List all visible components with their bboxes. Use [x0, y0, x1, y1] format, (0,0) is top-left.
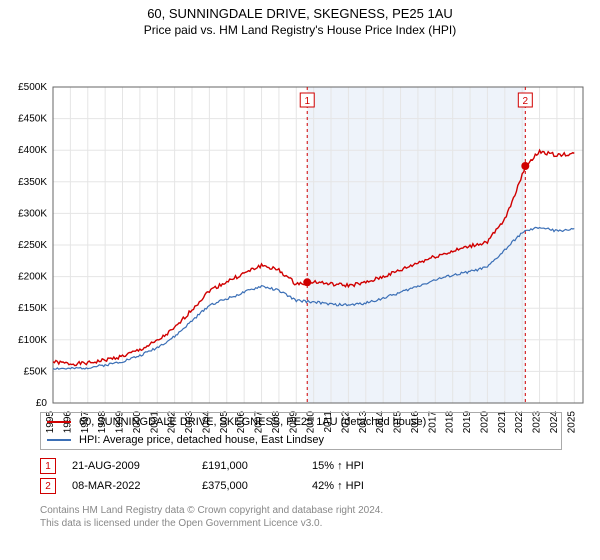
svg-text:£0: £0: [36, 398, 48, 409]
sale-price: £191,000: [202, 460, 312, 472]
price-chart: £0 £50K £100K £150K £200K £250K £300K £350K £400…: [0, 41, 600, 451]
footer-line: This data is licensed under the Open Gov…: [40, 517, 560, 530]
sale-date: 08-MAR-2022: [72, 480, 202, 492]
sales-table: 1 21-AUG-2009£191,00015% ↑ HPI 2 08-MAR-202…: [40, 456, 560, 496]
svg-text:£150K: £150K: [18, 303, 47, 314]
sale-row: 1 21-AUG-2009£191,00015% ↑ HPI: [40, 456, 560, 476]
footer-attribution: Contains HM Land Registry data © Crown c…: [40, 504, 560, 530]
svg-text:£300K: £300K: [18, 208, 47, 219]
legend-swatch: [47, 439, 71, 441]
svg-text:1: 1: [304, 96, 310, 107]
svg-text:£200K: £200K: [18, 272, 47, 283]
sale-marker-icon: 2: [40, 478, 56, 494]
svg-text:£450K: £450K: [18, 114, 47, 125]
svg-text:£100K: £100K: [18, 335, 47, 346]
sale-price: £375,000: [202, 480, 312, 492]
legend-swatch: [47, 421, 71, 423]
svg-text:2025: 2025: [566, 411, 577, 434]
sale-pct: 15% ↑ HPI: [312, 460, 442, 472]
legend-label: HPI: Average price, detached house, East…: [79, 434, 324, 446]
legend-item: HPI: Average price, detached house, East…: [41, 431, 561, 449]
footer-line: Contains HM Land Registry data © Crown c…: [40, 504, 560, 517]
sale-row: 2 08-MAR-2022£375,00042% ↑ HPI: [40, 476, 560, 496]
sale-marker-icon: 1: [40, 458, 56, 474]
svg-text:£350K: £350K: [18, 177, 47, 188]
sale-pct: 42% ↑ HPI: [312, 480, 442, 492]
page-title: 60, SUNNINGDALE DRIVE, SKEGNESS, PE25 1A…: [0, 0, 600, 21]
svg-text:2: 2: [523, 96, 529, 107]
legend-label: 60, SUNNINGDALE DRIVE, SKEGNESS, PE25 1A…: [79, 416, 426, 428]
legend-item: 60, SUNNINGDALE DRIVE, SKEGNESS, PE25 1A…: [41, 413, 561, 431]
svg-text:£500K: £500K: [18, 82, 47, 93]
sale-date: 21-AUG-2009: [72, 460, 202, 472]
svg-text:£250K: £250K: [18, 240, 47, 251]
svg-text:£400K: £400K: [18, 145, 47, 156]
svg-text:£50K: £50K: [24, 366, 48, 377]
page-subtitle: Price paid vs. HM Land Registry's House …: [0, 21, 600, 41]
legend: 60, SUNNINGDALE DRIVE, SKEGNESS, PE25 1A…: [40, 412, 562, 450]
